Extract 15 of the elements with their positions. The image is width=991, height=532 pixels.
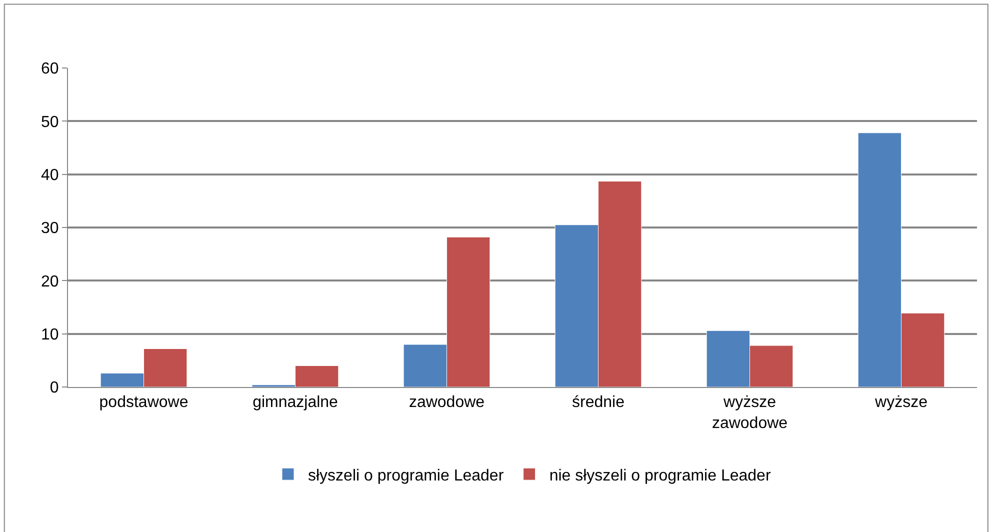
y-tick-label: 60 (41, 60, 59, 78)
x-tick-label: wyższe zawodowe (712, 394, 788, 432)
y-tick-label: 40 (41, 166, 59, 184)
y-tick-label: 50 (41, 114, 59, 131)
y-tick-label: 10 (41, 326, 59, 344)
x-tick-label: wyższe (874, 394, 928, 412)
y-tick-label: 0 (50, 380, 59, 397)
x-tick-label: średnie (572, 394, 625, 412)
legend-label: słyszeli o programie Leader (308, 467, 504, 484)
y-tick-label: 20 (41, 273, 59, 290)
x-tick-label: gimnazjalne (252, 394, 338, 412)
legend-label: nie słyszeli o programie Leader (549, 467, 772, 484)
y-tick-label: 30 (41, 220, 59, 238)
x-tick-label: zawodowe (408, 394, 485, 412)
x-tick-label: podstawowe (99, 394, 188, 412)
